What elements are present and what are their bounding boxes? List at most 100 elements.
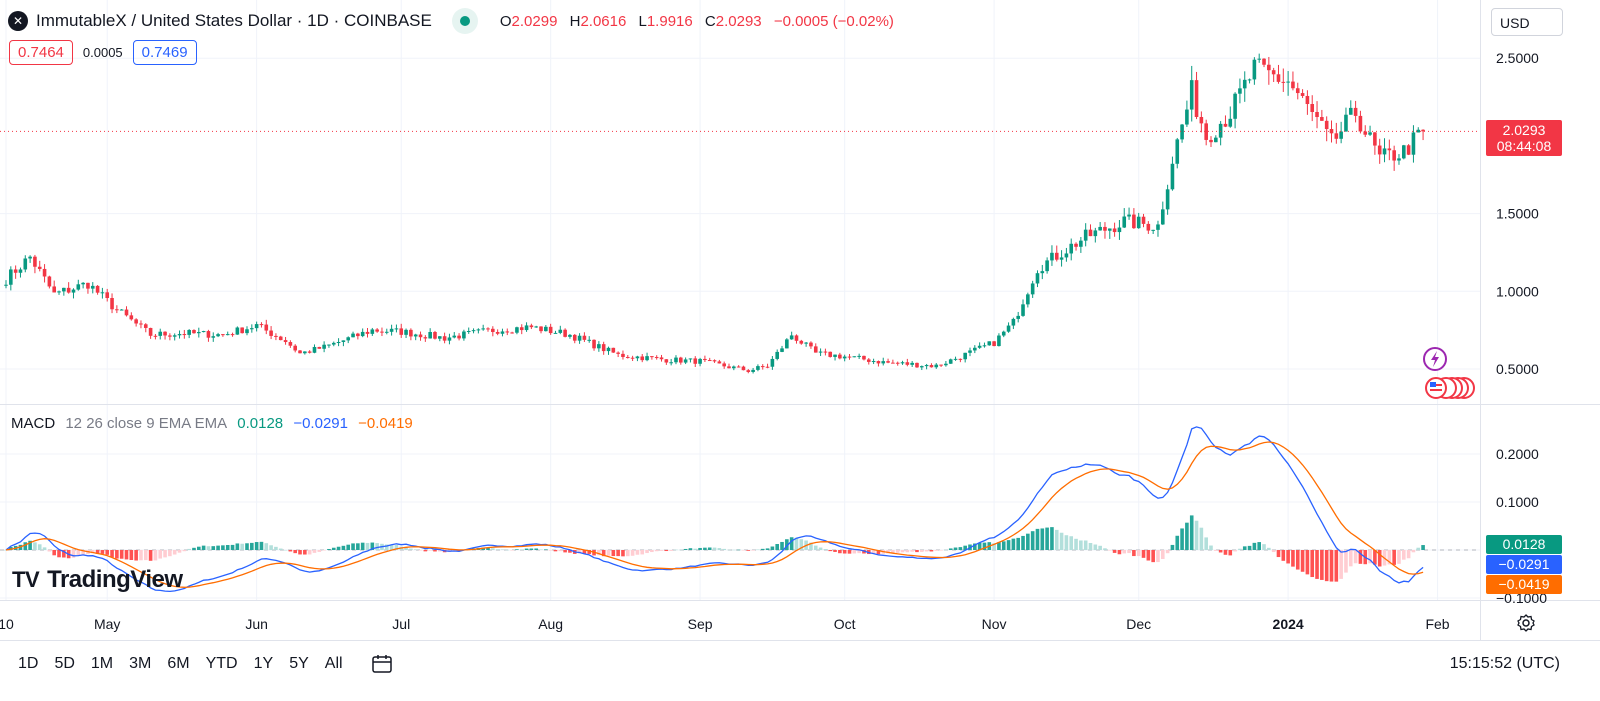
range-5d-button[interactable]: 5D <box>54 655 75 672</box>
candle-body <box>813 346 818 353</box>
range-3m-button[interactable]: 3M <box>129 655 152 672</box>
time-axis-label: Sep <box>688 616 713 632</box>
macd-histogram-bar <box>4 550 8 551</box>
macd-histogram-bar <box>1189 515 1194 550</box>
macd-histogram-bar <box>823 549 828 550</box>
candle-body <box>852 356 857 358</box>
macd-histogram-bar <box>1209 545 1213 550</box>
axis-settings-gear-icon[interactable] <box>1516 613 1536 633</box>
macd-histogram-bar <box>139 550 143 561</box>
us-flag-event-icon[interactable] <box>1425 377 1475 399</box>
macd-histogram-bar <box>119 550 124 559</box>
candle-body <box>1392 150 1396 161</box>
utc-clock[interactable]: 15:15:52 (UTC) <box>1449 655 1560 672</box>
candle-body <box>818 351 823 353</box>
time-axis-label: Feb <box>1425 616 1449 632</box>
candle-body <box>785 339 789 349</box>
candle-body <box>1238 88 1242 94</box>
range-6m-button[interactable]: 6M <box>167 655 190 672</box>
macd-histogram-bar <box>211 546 216 550</box>
range-1y-button[interactable]: 1Y <box>253 655 274 672</box>
candle-body <box>192 329 196 334</box>
chart-events[interactable] <box>1422 346 1482 411</box>
range-5y-button[interactable]: 5Y <box>289 655 309 672</box>
macd-histogram-bar <box>206 546 211 550</box>
candle-body <box>250 328 254 330</box>
range-1d-button[interactable]: 1D <box>18 655 39 672</box>
candle-body <box>1416 129 1421 133</box>
candle-body <box>1315 111 1319 118</box>
macd-legend[interactable]: MACD 12 26 close 9 EMA EMA 0.0128 −0.029… <box>11 415 419 432</box>
candle-body <box>992 341 996 347</box>
buy-price-button[interactable]: 0.7469 <box>132 40 197 65</box>
candle-body <box>534 326 538 328</box>
macd-histogram-bar <box>1026 533 1030 550</box>
macd-histogram-bar <box>722 548 726 550</box>
candle-body <box>278 336 283 341</box>
macd-histogram-bar <box>423 550 428 552</box>
macd-histogram-bar <box>370 542 375 550</box>
candle-body <box>1344 114 1348 132</box>
quote-boxes: 0.7464 0.0005 0.7469 <box>9 40 197 65</box>
macd-histogram-bar <box>654 550 659 552</box>
macd-histogram-bar <box>1156 550 1160 563</box>
lightning-event-icon[interactable] <box>1423 347 1447 371</box>
candle-body <box>423 337 428 339</box>
candle-body <box>1387 148 1392 151</box>
candle-body <box>920 366 924 368</box>
macd-histogram-bar <box>1011 538 1016 550</box>
symbol-title[interactable]: ImmutableX / United States Dollar · 1D ·… <box>36 11 432 30</box>
macd-histogram-bar <box>375 543 379 550</box>
range-all-button[interactable]: All <box>324 655 343 672</box>
time-axis-label: Nov <box>982 616 1007 632</box>
candle-body <box>115 309 119 311</box>
candle-body <box>1093 230 1098 237</box>
tradingview-logo[interactable]: TV TradingView <box>12 566 183 594</box>
candle-body <box>23 258 28 270</box>
macd-histogram-bar <box>698 547 702 550</box>
macd-histogram-bar <box>1006 540 1011 550</box>
candle-body <box>1117 227 1122 233</box>
candle-body <box>756 366 760 370</box>
candle-body <box>597 344 601 349</box>
candle-body <box>833 354 837 357</box>
candle-body <box>274 335 278 337</box>
currency-select[interactable]: USD <box>1491 8 1563 36</box>
candle-body <box>751 369 755 372</box>
low-value: 1.9916 <box>646 12 693 30</box>
candle-body <box>1402 145 1406 159</box>
candle-body <box>616 352 620 354</box>
macd-histogram-bar <box>1411 550 1416 553</box>
candle-body <box>915 362 919 368</box>
macd-histogram-bar <box>794 537 799 550</box>
macd-histogram-bar <box>1088 542 1093 550</box>
macd-histogram-bar <box>158 550 163 559</box>
macd-histogram-bar <box>717 548 722 550</box>
candle-body <box>235 327 240 335</box>
candle-body <box>1170 163 1175 190</box>
candle-body <box>481 328 485 330</box>
range-1m-button[interactable]: 1M <box>90 655 114 672</box>
candle-body <box>413 334 418 337</box>
macd-histogram-bar <box>799 539 804 550</box>
candle-body <box>1397 158 1401 161</box>
candle-body <box>659 357 664 360</box>
calendar-icon[interactable] <box>371 653 393 675</box>
candle-body <box>409 329 413 337</box>
range-ytd-button[interactable]: YTD <box>205 655 238 672</box>
candle-body <box>1103 226 1107 231</box>
macd-histogram-bar <box>544 549 548 550</box>
candle-body <box>1054 252 1059 260</box>
macd-histogram-bar <box>519 549 524 550</box>
candle-body <box>447 337 452 341</box>
sell-price-button[interactable]: 0.7464 <box>9 40 73 65</box>
currency-value: USD <box>1500 15 1530 31</box>
macd-histogram-bar <box>245 543 249 550</box>
macd-histogram-bar <box>1074 538 1078 550</box>
candle-body <box>264 324 269 331</box>
macd-histogram-bar <box>172 550 177 555</box>
candle-body <box>1300 93 1305 96</box>
macd-histogram-bar <box>298 550 302 555</box>
candle-body <box>722 363 726 367</box>
